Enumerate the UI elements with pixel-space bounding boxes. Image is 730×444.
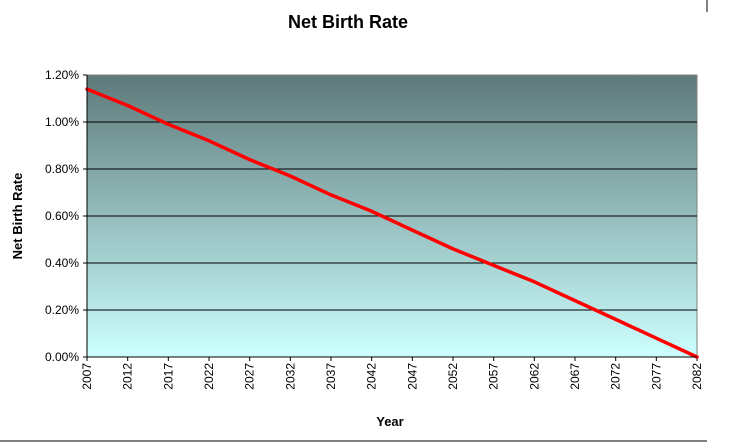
y-tick-label: 1.00% xyxy=(45,115,79,129)
x-axis-ticks: 2007 2012 2017 2022 2027 2032 2037 2042 2047 2052… xyxy=(80,357,704,390)
data-point xyxy=(288,174,292,178)
data-point xyxy=(248,158,252,162)
y-tick-label: 0.60% xyxy=(45,209,79,223)
data-point xyxy=(492,263,496,267)
x-tick-label: 2022 xyxy=(202,363,216,390)
x-tick-label: 2077 xyxy=(649,363,663,390)
data-point xyxy=(166,122,170,126)
y-axis-title: Net Birth Rate xyxy=(10,173,25,260)
data-point xyxy=(532,280,536,284)
x-tick-label: 2042 xyxy=(365,363,379,390)
series-line xyxy=(85,87,699,359)
x-tick-label: 2032 xyxy=(283,363,297,390)
x-tick-label: 2052 xyxy=(446,363,460,390)
x-tick-label: 2057 xyxy=(487,363,501,390)
x-tick-label: 2027 xyxy=(243,363,257,390)
data-point xyxy=(614,317,618,321)
x-tick-label: 2007 xyxy=(80,363,94,390)
data-point xyxy=(207,139,211,143)
data-point xyxy=(410,228,414,232)
x-tick-label: 2072 xyxy=(609,363,623,390)
y-axis-ticks: 0.00% 0.20% 0.40% 0.60% 0.80% 1.00% 1.20% xyxy=(45,68,87,364)
x-tick-label: 2037 xyxy=(324,363,338,390)
x-axis-title: Year xyxy=(376,414,403,429)
x-tick-label: 2047 xyxy=(405,363,419,390)
chart-title: Net Birth Rate xyxy=(288,12,408,32)
y-tick-label: 1.20% xyxy=(45,68,79,82)
data-point xyxy=(329,193,333,197)
series-group xyxy=(85,87,699,359)
data-point xyxy=(126,104,130,108)
y-tick-label: 0.40% xyxy=(45,256,79,270)
x-tick-label: 2062 xyxy=(527,363,541,390)
y-tick-label: 0.80% xyxy=(45,162,79,176)
data-point xyxy=(370,209,374,213)
x-tick-label: 2067 xyxy=(568,363,582,390)
x-tick-label: 2082 xyxy=(690,363,704,390)
data-point xyxy=(573,299,577,303)
y-tick-label: 0.20% xyxy=(45,303,79,317)
x-tick-label: 2017 xyxy=(161,363,175,390)
data-point xyxy=(451,247,455,251)
data-point xyxy=(654,336,658,340)
x-tick-label: 2012 xyxy=(121,363,135,390)
y-tick-label: 0.00% xyxy=(45,350,79,364)
